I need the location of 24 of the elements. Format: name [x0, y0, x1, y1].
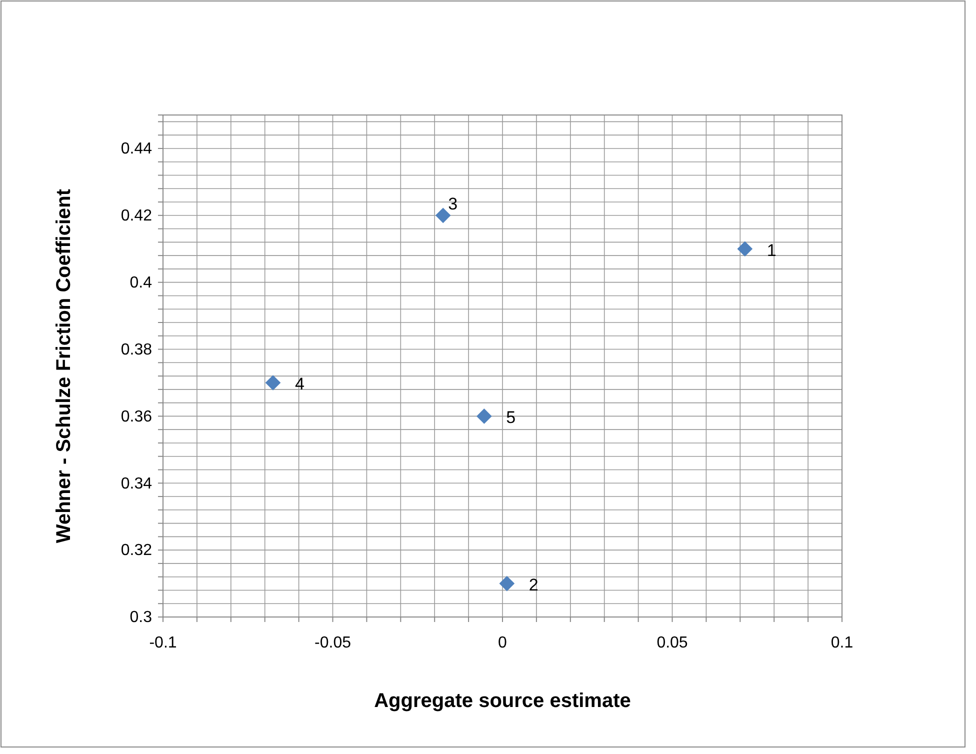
x-tick-label: 0.1	[830, 634, 854, 652]
annotation: 2	[528, 576, 538, 595]
x-tick-label: 0.05	[656, 634, 688, 652]
annotation: 1	[766, 240, 776, 260]
point	[476, 408, 492, 424]
y-tick-label: 0.42	[120, 208, 152, 225]
y-tick-label: 0.36	[120, 408, 152, 426]
point	[265, 375, 281, 390]
annotation: 4	[295, 374, 304, 394]
y-tick-label: 0.38	[120, 341, 152, 358]
x-tick-label: -0.1	[149, 634, 177, 652]
y-axis-title: Wehner - Schulze Friction Coefficient	[53, 188, 75, 544]
y-tick-label: 0.3	[130, 609, 152, 626]
x-axis-title: Aggregate source estimate	[374, 690, 631, 712]
x-tick-label: 0	[498, 634, 508, 652]
annotation: 3	[448, 194, 458, 214]
point	[499, 576, 515, 592]
y-tick-label: 0.34	[120, 475, 152, 492]
y-tick-label: 0.44	[120, 140, 152, 158]
y-tick-label: 0.32	[120, 542, 152, 560]
y-tick-label: 0.4	[130, 274, 152, 292]
x-tick-label: -0.05	[314, 634, 352, 652]
annotation: 5	[506, 408, 516, 428]
point	[737, 241, 753, 257]
